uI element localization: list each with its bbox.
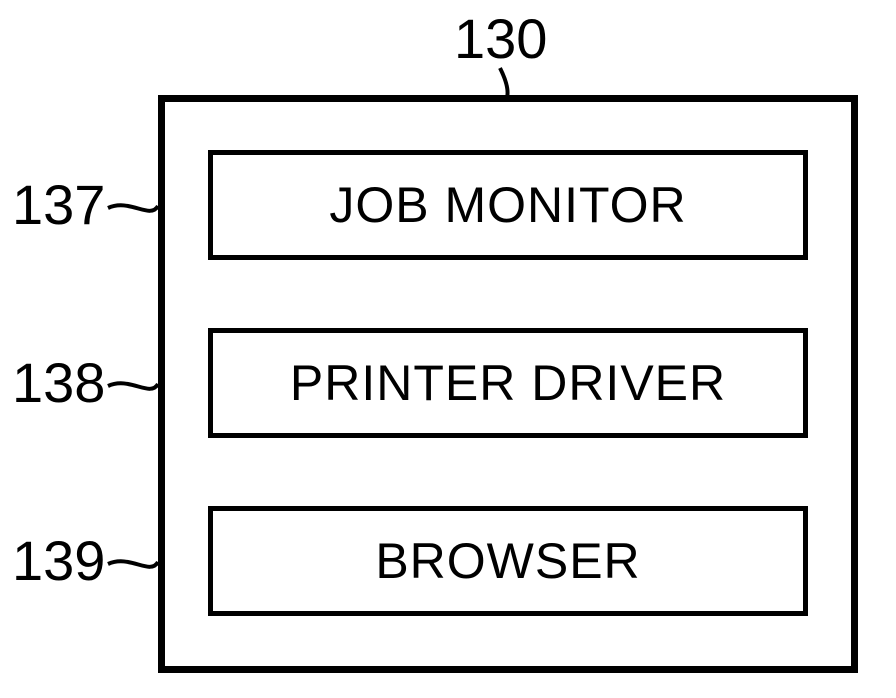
block-browser-lead [0, 0, 896, 698]
diagram-canvas: { "diagram": { "type": "block-diagram", … [0, 0, 896, 698]
block-browser-lead-path [108, 561, 158, 567]
